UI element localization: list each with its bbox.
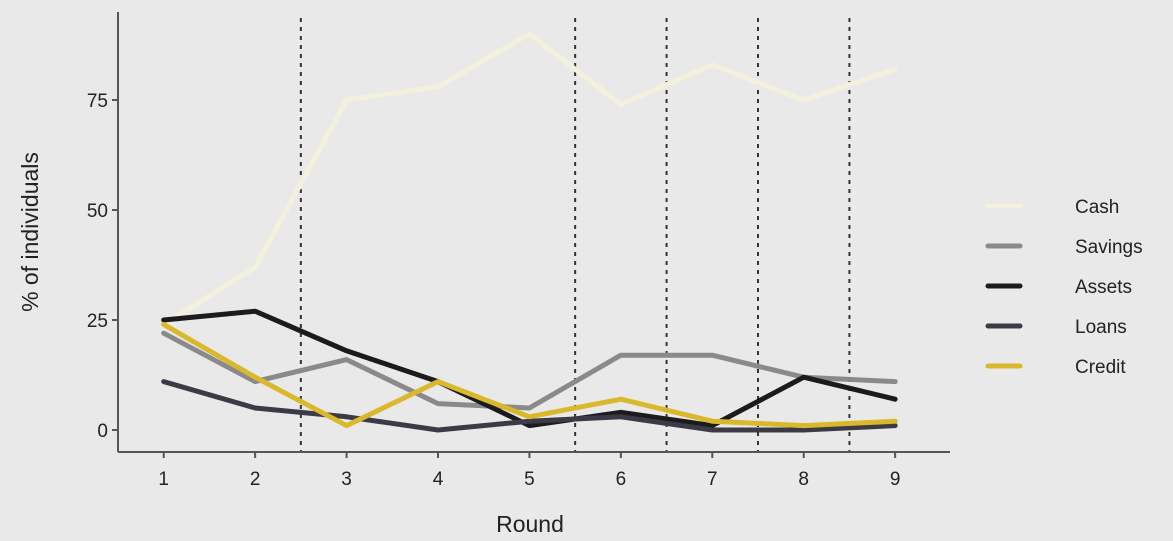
x-tick-label: 3	[341, 469, 352, 490]
x-tick-label: 4	[433, 469, 444, 490]
legend-label-cash: Cash	[1075, 197, 1119, 218]
series-lines	[161, 31, 898, 433]
series-line-savings	[161, 330, 898, 411]
x-axis-label: Round	[496, 511, 564, 537]
y-axis-label: % of individuals	[17, 152, 43, 312]
series-line-credit	[161, 321, 898, 429]
x-tick-label: 6	[616, 469, 627, 490]
legend-label-credit: Credit	[1075, 357, 1126, 378]
x-tick-label: 9	[890, 469, 901, 490]
legend-label-loans: Loans	[1075, 317, 1127, 338]
x-tick-label: 2	[250, 469, 261, 490]
series-line-loans	[161, 379, 898, 433]
legend-label-assets: Assets	[1075, 277, 1132, 298]
axes: 0 25 50 75 1 2 3 4 5 6 7 8 9	[87, 12, 950, 490]
y-tick-label: 75	[87, 91, 108, 112]
y-tick-label: 25	[87, 311, 108, 332]
legend: Cash Savings Assets Loans Credit	[985, 197, 1143, 378]
x-tick-label: 7	[707, 469, 718, 490]
legend-label-savings: Savings	[1075, 237, 1143, 258]
series-line-cash	[161, 31, 898, 327]
y-tick-label: 50	[87, 201, 108, 222]
plot-area	[299, 18, 851, 452]
x-tick-label: 1	[158, 469, 169, 490]
y-tick-label: 0	[97, 421, 108, 442]
series-line-assets	[161, 308, 898, 429]
x-tick-label: 5	[524, 469, 535, 490]
x-tick-label: 8	[798, 469, 809, 490]
